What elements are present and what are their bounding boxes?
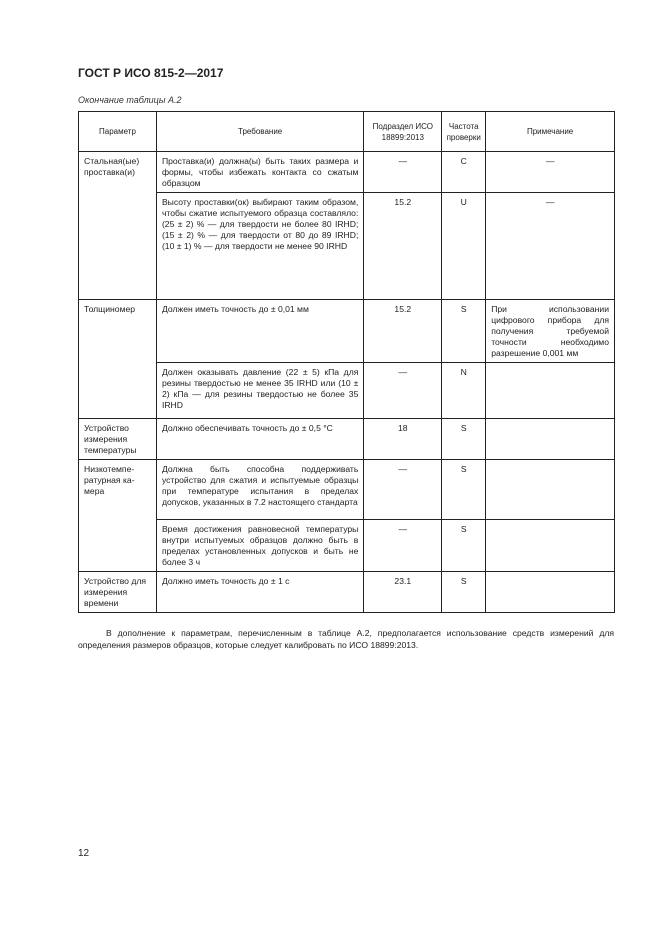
col-header-requirement: Требование [155,111,365,152]
requirement-cell: Проставка(и) должна(ы) быть таких раз­ме… [155,151,365,193]
frequency-cell: S [441,418,487,460]
table-row: Устройство измерения температуры Должно о… [78,418,615,460]
note-cell [485,459,615,520]
col-header-parameter: Параметр [78,111,157,152]
parameter-cell: Стальная(ые) проставка(и) [78,151,157,300]
frequency-cell: U [441,192,487,300]
col-header-note: Примечание [485,111,615,152]
subsection-cell: 18 [363,418,443,460]
requirements-table: Параметр Требование Подраздел ИСО 18899:… [78,111,615,613]
frequency-cell: C [441,151,487,193]
requirement-cell: Должно иметь точность до ± 1 с [155,571,365,613]
table-row: Низкотемпе­ратурная ка­мера Должна быть с… [78,459,615,572]
parameter-cell: Низкотемпе­ратурная ка­мера [78,459,157,572]
note-cell [485,362,615,419]
col-header-frequency: Частота проверки [441,111,487,152]
requirement-cell: Должно обеспечивать точность до ± 0,5 °С [155,418,365,460]
note-cell [485,418,615,460]
note-cell: — [485,192,615,300]
document-title: ГОСТ Р ИСО 815-2—2017 [78,66,224,80]
table-row: Устройство для измере­ния времени Должно … [78,571,615,613]
page-number: 12 [78,848,90,859]
requirement-cell: Время достижения равновесной темпера­тур… [155,519,365,572]
subsection-cell: 15.2 [363,192,443,300]
parameter-cell: Устройство для измере­ния времени [78,571,157,613]
table-row: Должен оказывать давление (22 ± 5) кПа д… [79,362,615,419]
body-paragraph: В дополнение к параметрам, перечисленным… [78,628,614,650]
frequency-cell: S [441,571,487,613]
requirement-cell: Должен оказывать давление (22 ± 5) кПа д… [155,362,365,419]
requirement-cell: Должна быть способна поддерживать устрой… [155,459,365,520]
subsection-cell: — [363,362,443,419]
frequency-cell: N [441,362,487,419]
frequency-cell: S [441,519,487,572]
table-header-row: Параметр Требование Подраздел ИСО 18899:… [78,111,615,152]
table-row: Время достижения равновесной темпера­тур… [79,519,615,572]
subsection-cell: 15.2 [363,299,443,363]
table-row: Стальная(ые) проставка(и) Проставка(и) до… [78,151,615,300]
parameter-cell: Устройство измерения температуры [78,418,157,460]
subsection-cell: — [363,151,443,193]
note-cell: При использовании цифрового прибора для … [485,299,615,363]
note-cell [485,519,615,572]
frequency-cell: S [441,459,487,520]
table-caption: Окончание таблицы А.2 [78,95,182,105]
note-cell: — [485,151,615,193]
subsection-cell: 23.1 [363,571,443,613]
parameter-cell: Толщиномер [78,299,157,419]
subsection-cell: — [363,459,443,520]
table-row: Высоту проставки(ок) выбирают таким об­р… [79,192,615,300]
col-header-subsection: Подраздел ИСО 18899:2013 [363,111,443,152]
requirement-cell: Должен иметь точность до ± 0,01 мм [155,299,365,363]
requirement-cell: Высоту проставки(ок) выбирают таким об­р… [155,192,365,300]
note-cell [485,571,615,613]
frequency-cell: S [441,299,487,363]
subsection-cell: — [363,519,443,572]
table-row: Толщиномер Должен иметь точность до ± 0,0… [78,299,615,419]
